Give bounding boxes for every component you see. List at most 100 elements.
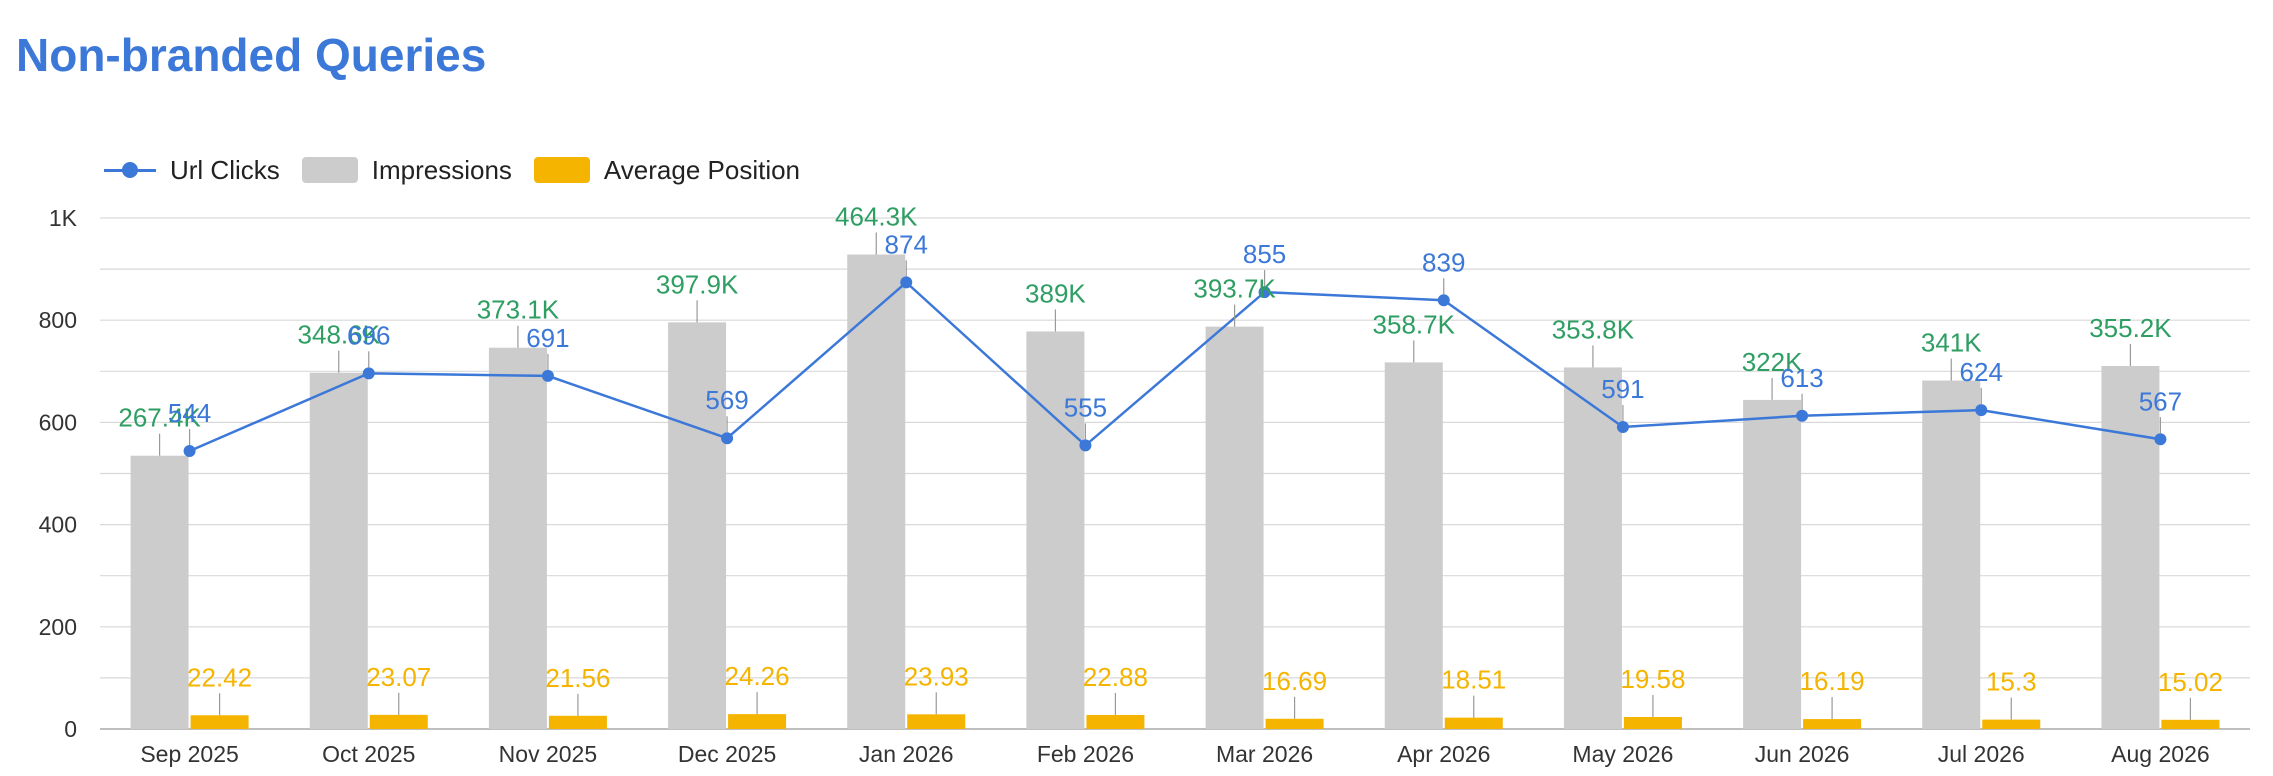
impressions-bar bbox=[1026, 331, 1085, 729]
impressions-bar bbox=[847, 254, 906, 729]
impressions-bar bbox=[1205, 326, 1264, 729]
clicks-point bbox=[1616, 420, 1629, 433]
average-position-data-label: 15.02 bbox=[2158, 667, 2223, 697]
clicks-data-label: 874 bbox=[885, 229, 928, 259]
impressions-data-label: 464.3K bbox=[835, 201, 918, 231]
x-tick-label: May 2026 bbox=[1572, 741, 1673, 767]
impressions-bar bbox=[488, 347, 547, 729]
impressions-bar bbox=[1922, 380, 1981, 729]
clicks-line bbox=[189, 280, 2161, 453]
x-tick-label: Sep 2025 bbox=[140, 741, 238, 767]
x-tick-label: Jul 2026 bbox=[1938, 741, 2025, 767]
legend-item-clicks[interactable]: Url Clicks bbox=[104, 155, 280, 186]
impressions-data-label: 341K bbox=[1921, 327, 1982, 357]
clicks-point bbox=[1975, 404, 1988, 417]
impressions-bar bbox=[668, 322, 727, 729]
impressions-bar bbox=[309, 372, 368, 729]
average-position-bar bbox=[190, 715, 249, 729]
y-tick-label: 400 bbox=[39, 512, 77, 538]
clicks-point bbox=[183, 445, 196, 458]
x-tick-label: Apr 2026 bbox=[1397, 741, 1490, 767]
x-tick-label: Aug 2026 bbox=[2111, 741, 2209, 767]
impressions-data-label: 322K bbox=[1742, 347, 1803, 377]
average-position-data-label: 22.42 bbox=[187, 662, 252, 692]
impressions-data-label: 348.6K bbox=[298, 320, 381, 350]
average-position-data-label: 16.69 bbox=[1262, 666, 1327, 696]
impressions-bar bbox=[1743, 399, 1802, 729]
legend-item-impressions[interactable]: Impressions bbox=[301, 154, 512, 186]
legend-impressions-label: Impressions bbox=[371, 154, 512, 185]
clicks-point bbox=[721, 432, 734, 445]
average-position-bar bbox=[1265, 718, 1324, 729]
clicks-point bbox=[1079, 439, 1092, 452]
average-position-bar bbox=[1444, 717, 1503, 729]
clicks-point bbox=[1437, 294, 1450, 307]
clicks-data-label: 691 bbox=[526, 323, 569, 353]
average-position-data-label: 23.07 bbox=[366, 662, 431, 692]
y-tick-label: 600 bbox=[39, 409, 77, 435]
average-position-bar bbox=[369, 714, 428, 729]
clicks-data-label: 567 bbox=[2139, 386, 2182, 416]
clicks-data-label: 555 bbox=[1064, 392, 1107, 422]
y-tick-label: 800 bbox=[39, 307, 77, 333]
average-position-data-label: 22.88 bbox=[1083, 662, 1148, 692]
average-position-data-label: 18.51 bbox=[1441, 665, 1506, 695]
average-position-data-label: 15.3 bbox=[1986, 667, 2037, 697]
legend-clicks-line-icon bbox=[104, 161, 156, 178]
clicks-data-label: 696 bbox=[347, 320, 390, 350]
legend-clicks-label: Url Clicks bbox=[170, 154, 280, 185]
clicks-point bbox=[1258, 286, 1271, 299]
impressions-data-label: 389K bbox=[1025, 278, 1086, 308]
impressions-bar bbox=[2101, 365, 2160, 729]
x-tick-label: Mar 2026 bbox=[1216, 741, 1313, 767]
impressions-bar bbox=[130, 455, 189, 729]
x-tick-label: Nov 2025 bbox=[499, 741, 597, 767]
impressions-data-label: 393.7K bbox=[1193, 274, 1276, 304]
average-position-bar bbox=[2161, 719, 2220, 729]
clicks-data-label: 569 bbox=[705, 385, 748, 415]
clicks-point bbox=[900, 276, 913, 289]
legend-item-position[interactable]: Average Position bbox=[533, 154, 801, 186]
average-position-bar bbox=[728, 714, 787, 729]
average-position-data-label: 21.56 bbox=[545, 663, 610, 693]
impressions-data-label: 358.7K bbox=[1373, 309, 1456, 339]
clicks-point bbox=[1796, 409, 1809, 422]
impressions-data-label: 397.9K bbox=[656, 269, 739, 299]
clicks-data-label: 591 bbox=[1601, 374, 1644, 404]
average-position-data-label: 23.93 bbox=[904, 661, 969, 691]
average-position-bar bbox=[1086, 714, 1145, 729]
impressions-data-label: 373.1K bbox=[477, 295, 560, 325]
average-position-bar bbox=[1982, 719, 2041, 729]
x-tick-label: Feb 2026 bbox=[1037, 741, 1134, 767]
average-position-data-label: 24.26 bbox=[725, 661, 790, 691]
impressions-data-label: 267.4K bbox=[118, 403, 201, 433]
y-tick-label: 0 bbox=[64, 716, 77, 742]
x-tick-label: Dec 2025 bbox=[678, 741, 776, 767]
chart-legend: Url Clicks Impressions Average Position bbox=[104, 150, 822, 190]
chart-title: Non-branded Queries bbox=[16, 29, 487, 81]
x-tick-label: Jun 2026 bbox=[1755, 741, 1850, 767]
x-tick-label: Jan 2026 bbox=[859, 741, 954, 767]
impressions-data-label: 355.2K bbox=[2089, 313, 2172, 343]
average-position-bar bbox=[1803, 719, 1862, 729]
legend-position-label: Average Position bbox=[603, 154, 801, 185]
clicks-data-label: 624 bbox=[1960, 357, 2003, 387]
average-position-bar bbox=[548, 715, 607, 729]
average-position-bar bbox=[907, 714, 966, 729]
clicks-data-label: 839 bbox=[1422, 247, 1465, 277]
impressions-bar bbox=[1384, 362, 1443, 729]
legend-impressions-swatch-icon bbox=[301, 157, 358, 183]
impressions-data-label: 353.8K bbox=[1552, 314, 1635, 344]
x-tick-label: Oct 2025 bbox=[322, 741, 415, 767]
y-tick-label: 1K bbox=[49, 205, 78, 231]
average-position-data-label: 19.58 bbox=[1620, 664, 1685, 694]
clicks-point bbox=[541, 369, 554, 382]
clicks-point bbox=[2154, 433, 2167, 446]
clicks-point bbox=[362, 367, 375, 380]
clicks-data-label: 544 bbox=[168, 398, 211, 428]
y-tick-label: 200 bbox=[39, 614, 77, 640]
average-position-data-label: 16.19 bbox=[1800, 666, 1865, 696]
clicks-data-label: 613 bbox=[1780, 363, 1823, 393]
clicks-data-label: 855 bbox=[1243, 239, 1286, 269]
